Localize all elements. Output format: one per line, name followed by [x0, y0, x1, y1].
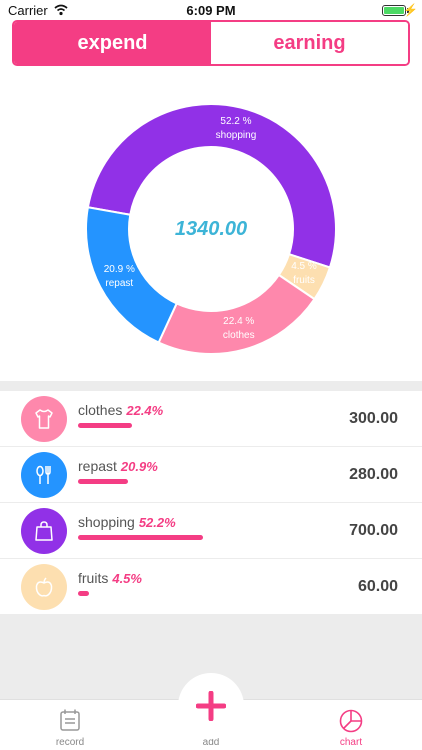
list-item-amount: 300.00: [349, 410, 398, 427]
add-button[interactable]: [178, 673, 244, 739]
slice-label-clothes: 22.4 % clothes: [223, 315, 255, 343]
shirt-icon: [21, 396, 67, 442]
list-item-bar: [78, 479, 128, 484]
list-item-bar: [78, 423, 132, 428]
donut-slice-repast[interactable]: [86, 206, 178, 344]
slice-percent: 20.9 %: [103, 263, 135, 275]
list-item-amount: 60.00: [357, 578, 398, 595]
list-item-amount: 700.00: [349, 522, 398, 539]
status-time: 6:09 PM: [186, 3, 236, 18]
list-item-percent: 22.4%: [126, 403, 164, 418]
charging-icon: ⚡: [403, 3, 418, 17]
slice-label-repast: 20.9 % repast: [104, 263, 135, 291]
list-item-repast[interactable]: repast 20.9% 280.00: [0, 447, 422, 503]
list-item-label: fruits 4.5%: [78, 570, 142, 586]
list-item-percent: 52.2%: [138, 515, 176, 530]
tab-chart-label: chart: [339, 737, 363, 748]
battery-cap: [407, 8, 409, 13]
chart-total: 1340.00: [174, 217, 248, 240]
list-item-label: repast 20.9%: [78, 458, 158, 474]
list-item-percent: 4.5%: [112, 571, 142, 586]
slice-name: shopping: [215, 129, 257, 141]
donut-slice-shopping[interactable]: [86, 104, 336, 269]
tab-expend[interactable]: expend: [14, 22, 211, 64]
slice-name: clothes: [222, 329, 255, 341]
tab-record[interactable]: record: [30, 700, 110, 750]
pie-chart-icon: [339, 709, 363, 733]
status-bar: Carrier 6:09 PM ⚡: [0, 0, 422, 20]
list-item-shopping[interactable]: shopping 52.2% 700.00: [0, 503, 422, 559]
type-segmented-control: expend earning: [12, 20, 410, 66]
carrier-label: Carrier: [8, 3, 48, 18]
slice-name: fruits: [293, 275, 315, 287]
tab-record-label: record: [55, 737, 85, 748]
calendar-icon: [60, 709, 80, 731]
list-item-clothes[interactable]: clothes 22.4% 300.00: [0, 391, 422, 447]
list-item-percent: 20.9%: [120, 459, 158, 474]
utensils-icon: [21, 452, 67, 498]
slice-label-fruits: 4.5 % fruits: [291, 260, 317, 288]
tab-add-label: add: [202, 737, 220, 748]
list-item-amount: 280.00: [349, 466, 398, 483]
donut-chart: 52.2 % shopping 4.5 % fruits 22.4 % clothes 20…: [86, 104, 336, 354]
slice-name: repast: [105, 277, 134, 289]
list-item-label: clothes 22.4%: [78, 402, 164, 418]
donut-svg: [86, 104, 336, 354]
list-item-bar: [78, 535, 203, 540]
apple-icon: [21, 564, 67, 610]
donut-hole: [135, 153, 287, 305]
slice-percent: 4.5 %: [291, 261, 317, 273]
shopping-bag-icon: [21, 508, 67, 554]
battery-icon: [382, 5, 406, 16]
slice-label-shopping: 52.2 % shopping: [216, 115, 257, 143]
tab-chart[interactable]: chart: [311, 700, 391, 750]
wifi-icon: [54, 4, 68, 16]
list-item-fruits[interactable]: fruits 4.5% 60.00: [0, 559, 422, 615]
list-item-label: shopping 52.2%: [78, 514, 176, 530]
donut-inner-ring: [129, 147, 293, 311]
section-divider: [0, 381, 422, 391]
tab-earning[interactable]: earning: [211, 22, 408, 64]
tab-add[interactable]: add: [171, 700, 251, 750]
slice-percent: 52.2 %: [220, 115, 252, 127]
slice-percent: 22.4 %: [223, 315, 255, 327]
plus-icon: [196, 691, 226, 721]
list-item-bar: [78, 591, 89, 596]
category-list: clothes 22.4% 300.00 repast 20.9% 280.00 s…: [0, 391, 422, 615]
